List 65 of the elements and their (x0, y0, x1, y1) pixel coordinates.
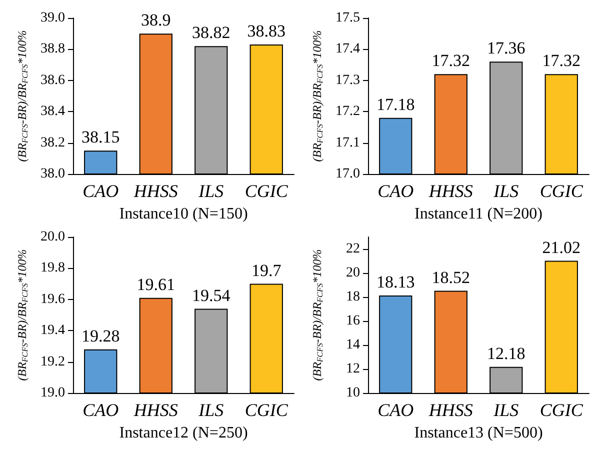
y-axis-title: (BRFCFS-BR)/BRFCFS*100% (15, 249, 30, 381)
data-label: 19.7 (252, 260, 282, 280)
x-tick-label: CGIC (244, 181, 289, 201)
x-axis-title: Instance11 (N=200) (414, 206, 542, 222)
y-tick-label: 17.4 (336, 42, 360, 57)
x-tick-label: ILS (492, 181, 519, 201)
x-tick-label: CGIC (244, 400, 289, 420)
y-tick-label: 10 (346, 386, 360, 400)
y-tick-label: 38.8 (40, 42, 65, 57)
y-tick-label: 19.4 (40, 323, 65, 338)
x-tick-label: ILS (198, 400, 224, 420)
data-label: 17.36 (487, 38, 526, 58)
y-tick-label: 38.6 (40, 72, 65, 88)
data-label: 12.18 (487, 344, 526, 363)
x-tick-label: HHSS (132, 400, 178, 420)
data-label: 19.54 (192, 286, 231, 305)
y-tick-label: 18 (346, 290, 360, 304)
x-tick-label: HHSS (132, 181, 178, 201)
y-tick-label: 19.0 (40, 386, 65, 400)
data-label: 18.52 (432, 268, 470, 287)
y-tick-label: 17.1 (336, 135, 360, 150)
data-label: 19.28 (82, 326, 120, 346)
x-axis-title: Instance13 (N=500) (414, 424, 543, 442)
data-label: 38.83 (247, 22, 286, 41)
y-tick-label: 17.3 (336, 72, 360, 88)
y-tick-label: 39.0 (40, 10, 65, 26)
x-tick-label: CAO (378, 400, 414, 420)
x-tick-label: CGIC (540, 181, 584, 201)
data-label: 17.32 (542, 51, 580, 70)
x-tick-label: CAO (82, 400, 119, 420)
y-tick-label: 22 (346, 242, 360, 256)
x-axis-title: Instance12 (N=250) (119, 424, 248, 442)
data-label: 38.15 (82, 128, 120, 147)
x-tick-label: ILS (198, 181, 224, 201)
x-axis-title: Instance10 (N=150) (119, 206, 248, 222)
y-tick-label: 20 (346, 266, 360, 280)
y-tick-label: 38.0 (40, 166, 65, 182)
x-tick-label: CAO (82, 181, 119, 201)
y-axis-title: (BRFCFS-BR)/BRFCFS*100% (310, 249, 324, 381)
y-tick-label: 38.4 (40, 104, 65, 120)
y-tick-label: 17.2 (336, 104, 360, 120)
x-tick-label: HHSS (428, 400, 473, 420)
y-tick-label: 16 (346, 314, 360, 328)
y-tick-label: 19.6 (40, 292, 65, 307)
x-tick-label: HHSS (428, 181, 473, 201)
y-tick-label: 19.2 (40, 354, 65, 370)
x-tick-label: ILS (492, 400, 519, 420)
data-label: 17.32 (432, 51, 470, 70)
data-label: 17.18 (376, 94, 415, 114)
x-tick-label: CGIC (540, 400, 584, 420)
data-label: 19.61 (136, 274, 175, 294)
data-label: 18.13 (376, 272, 415, 292)
data-label: 21.02 (542, 238, 580, 257)
y-axis-title: (BRFCFS-BR)/BRFCFS*100% (310, 30, 324, 162)
y-tick-label: 38.2 (40, 135, 65, 150)
y-tick-label: 20.0 (40, 230, 65, 244)
y-tick-label: 14 (346, 338, 360, 352)
y-axis-title: (BRFCFS-BR)/BRFCFS*100% (15, 30, 30, 162)
y-tick-label: 17.0 (336, 166, 360, 182)
data-label: 38.9 (141, 10, 171, 30)
y-tick-label: 12 (346, 362, 360, 376)
x-tick-label: CAO (378, 181, 414, 201)
y-tick-label: 19.8 (40, 260, 65, 276)
y-tick-label: 17.5 (336, 10, 360, 26)
data-label: 38.82 (192, 23, 230, 42)
